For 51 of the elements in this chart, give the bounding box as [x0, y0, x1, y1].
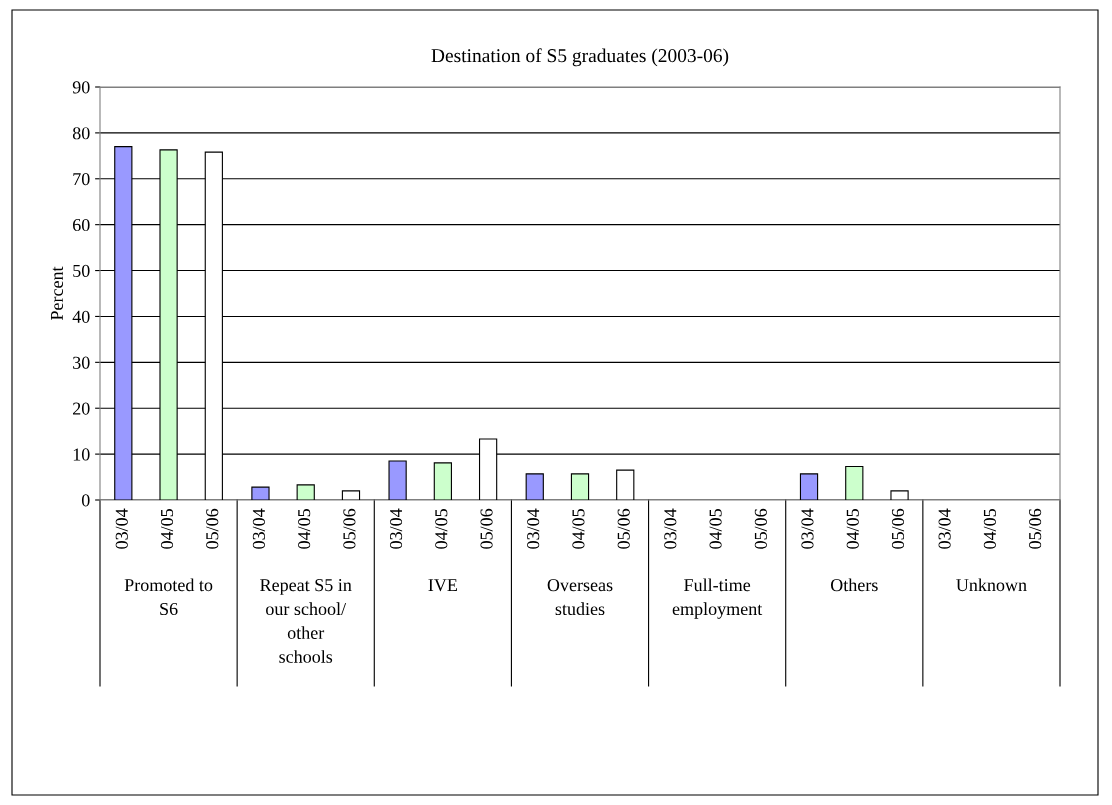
text: 03/04 [389, 508, 403, 549]
bar [296, 484, 315, 500]
bar [890, 490, 909, 500]
x-tick-label: IVE [428, 579, 457, 592]
bar [251, 486, 270, 500]
y-tick-label: 20 [73, 402, 90, 415]
y-tick-label: 40 [72, 310, 90, 323]
x-tick-label: Full-time employment [672, 578, 763, 619]
text: 03/04 [527, 508, 540, 549]
text: 04/05 [983, 509, 996, 549]
y-tick-label: 0 [81, 494, 90, 507]
text: 05/06 [343, 508, 356, 549]
x-tick-label: Others [830, 578, 878, 592]
text: 03/04 [938, 508, 951, 549]
x-tick-label: Repeat S5 in our school/ other schools [260, 579, 352, 663]
text: 04/05 [572, 509, 585, 549]
text: 05/06 [617, 508, 630, 549]
bar [570, 473, 590, 500]
bar [525, 473, 544, 500]
y-axis-title: Percent [51, 266, 63, 321]
chart-title: Destination of S5 graduates (2003-06) [431, 48, 729, 67]
y-tick-label: 80 [72, 127, 90, 140]
text: 05/06 [1029, 508, 1042, 549]
y-tick-label: 90 [72, 81, 90, 94]
text: 03/04 [664, 508, 677, 549]
bar [388, 460, 407, 500]
text: 03/04 [252, 508, 265, 549]
bar [433, 462, 452, 500]
y-tick-label: 60 [73, 218, 90, 232]
x-tick-label: Promoted to S6 [124, 578, 213, 616]
bar [799, 473, 819, 500]
text: 03/04 [801, 508, 814, 549]
text: 04/05 [298, 509, 311, 549]
text: 05/06 [891, 508, 905, 549]
text: 04/05 [435, 509, 448, 549]
y-tick-label: 30 [73, 356, 90, 369]
text: 05/06 [480, 508, 493, 549]
y-tick-label: 10 [73, 448, 90, 461]
x-tick-label: Overseas studies [547, 579, 613, 616]
y-tick-label: 50 [73, 264, 90, 277]
text: 04/05 [846, 509, 859, 549]
bar [616, 469, 635, 500]
bar [845, 465, 864, 500]
text: 04/05 [709, 509, 722, 549]
text: 04/05 [160, 509, 174, 549]
text: 05/06 [754, 508, 767, 549]
text: 03/04 [115, 508, 128, 549]
text: 05/06 [206, 508, 219, 549]
y-tick-label: 70 [73, 173, 90, 186]
bar [341, 490, 361, 500]
x-tick-label: Unknown [956, 578, 1027, 592]
